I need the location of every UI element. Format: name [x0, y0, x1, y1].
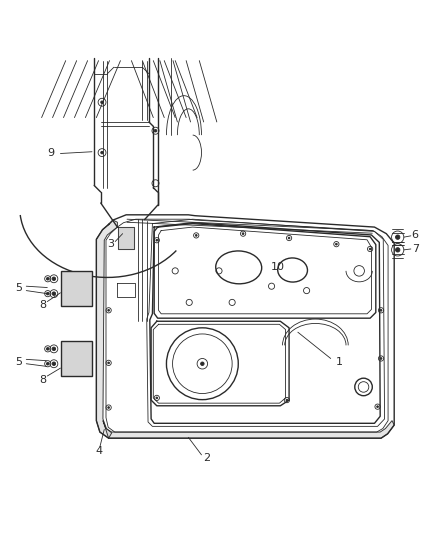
Circle shape [52, 347, 56, 351]
Circle shape [52, 362, 56, 366]
Circle shape [66, 365, 68, 368]
Text: 5: 5 [15, 357, 22, 367]
Polygon shape [103, 421, 394, 438]
Text: 5: 5 [15, 284, 22, 293]
Text: 1: 1 [336, 357, 343, 367]
Circle shape [52, 277, 56, 280]
Circle shape [201, 362, 204, 366]
Text: 2: 2 [203, 454, 210, 463]
Circle shape [108, 310, 110, 311]
Circle shape [380, 358, 382, 359]
Circle shape [336, 243, 337, 245]
Circle shape [66, 346, 68, 349]
Text: 10: 10 [271, 262, 285, 271]
Circle shape [79, 365, 81, 368]
Circle shape [288, 237, 290, 239]
Circle shape [46, 348, 49, 350]
Circle shape [377, 406, 378, 408]
Text: 8: 8 [39, 375, 46, 384]
Circle shape [154, 130, 157, 132]
Text: 9: 9 [47, 148, 54, 158]
Circle shape [156, 397, 158, 399]
Circle shape [83, 354, 86, 358]
Text: 3: 3 [107, 239, 114, 249]
Text: 7: 7 [412, 244, 419, 254]
Circle shape [83, 285, 86, 288]
Circle shape [101, 101, 103, 103]
Circle shape [242, 233, 244, 235]
Circle shape [46, 278, 49, 280]
Circle shape [380, 310, 382, 311]
Circle shape [195, 235, 197, 236]
Circle shape [66, 276, 68, 279]
Circle shape [108, 362, 110, 364]
Circle shape [79, 295, 81, 297]
Circle shape [52, 292, 56, 295]
Polygon shape [96, 220, 117, 438]
Text: 6: 6 [412, 230, 419, 240]
Circle shape [108, 407, 110, 408]
Circle shape [46, 362, 49, 365]
Circle shape [396, 235, 400, 239]
Text: 4: 4 [95, 446, 102, 456]
Circle shape [156, 239, 158, 241]
Circle shape [101, 151, 103, 154]
Circle shape [369, 248, 371, 250]
Text: 8: 8 [39, 300, 46, 310]
Circle shape [286, 399, 288, 401]
Circle shape [79, 346, 81, 349]
Circle shape [79, 276, 81, 279]
FancyBboxPatch shape [61, 271, 92, 306]
Circle shape [66, 295, 68, 297]
Circle shape [396, 248, 400, 252]
Polygon shape [118, 227, 134, 249]
FancyBboxPatch shape [61, 341, 92, 376]
Circle shape [46, 292, 49, 295]
